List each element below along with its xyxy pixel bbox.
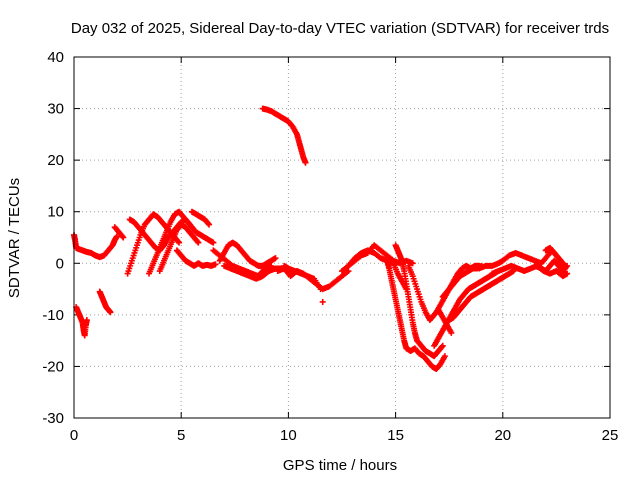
data-point xyxy=(113,233,120,240)
data-point xyxy=(302,159,309,166)
x-axis-label: GPS time / hours xyxy=(283,457,397,474)
series-arc-10 xyxy=(188,208,213,228)
data-point xyxy=(438,343,445,350)
data-point xyxy=(439,342,446,349)
y-axis-label: SDTVAR / TECUs xyxy=(6,178,23,298)
y-tick-label: 30 xyxy=(47,101,64,118)
data-point xyxy=(195,239,202,246)
series-arc-8 xyxy=(156,221,202,275)
series-arc-4 xyxy=(111,224,127,241)
x-tick-label: 10 xyxy=(280,427,297,444)
data-point xyxy=(210,239,217,246)
data-point xyxy=(119,233,126,240)
data-points xyxy=(71,105,571,373)
data-point xyxy=(176,239,183,246)
data-point xyxy=(194,238,201,245)
x-tick-label: 15 xyxy=(387,427,404,444)
series-arc-2 xyxy=(73,304,90,339)
axis-tick-labels: 0 5 10 15 20 25 -30 -20 -10 0 10 20 30 40 xyxy=(42,49,618,444)
series-arc-17 xyxy=(319,298,326,305)
data-point xyxy=(206,221,213,228)
data-point xyxy=(120,234,127,241)
y-tick-label: 20 xyxy=(47,152,64,169)
series-arc-14 xyxy=(259,105,309,166)
y-tick-label: -10 xyxy=(42,307,64,324)
y-tick-label: -30 xyxy=(42,410,64,427)
series-arc-20 xyxy=(384,257,448,373)
series-arc-16 xyxy=(281,262,324,293)
data-point xyxy=(272,255,279,262)
series-arc-21 xyxy=(392,242,446,360)
data-point xyxy=(448,329,455,336)
axis-ticks xyxy=(73,56,611,419)
data-point xyxy=(561,265,568,272)
data-point xyxy=(319,298,326,305)
grid xyxy=(74,57,610,418)
plot-frame xyxy=(73,56,611,419)
series-arc-30 xyxy=(542,244,568,272)
data-point xyxy=(564,270,571,277)
x-tick-label: 25 xyxy=(602,427,619,444)
data-point xyxy=(317,286,324,293)
data-point xyxy=(345,268,352,275)
data-point xyxy=(205,220,212,227)
y-tick-label: -20 xyxy=(42,358,64,375)
y-tick-label: 40 xyxy=(47,49,64,66)
x-tick-label: 20 xyxy=(494,427,511,444)
chart-title: Day 032 of 2025, Sidereal Day-to-day VTE… xyxy=(71,20,609,37)
data-point xyxy=(212,261,219,268)
x-tick-label: 0 xyxy=(70,427,78,444)
series-arc-9 xyxy=(173,247,219,269)
series-arc-26 xyxy=(446,268,517,324)
series-arc-1 xyxy=(71,231,120,261)
y-tick-label: 0 xyxy=(56,255,64,272)
series-arc-12 xyxy=(216,239,279,269)
series-arc-3 xyxy=(96,288,114,316)
data-point xyxy=(409,260,416,267)
data-point xyxy=(83,317,90,324)
data-point xyxy=(441,353,448,360)
data-point xyxy=(175,238,182,245)
data-point xyxy=(107,309,114,316)
x-tick-label: 5 xyxy=(177,427,185,444)
y-tick-label: 10 xyxy=(47,204,64,221)
series-arc-7 xyxy=(146,208,217,277)
